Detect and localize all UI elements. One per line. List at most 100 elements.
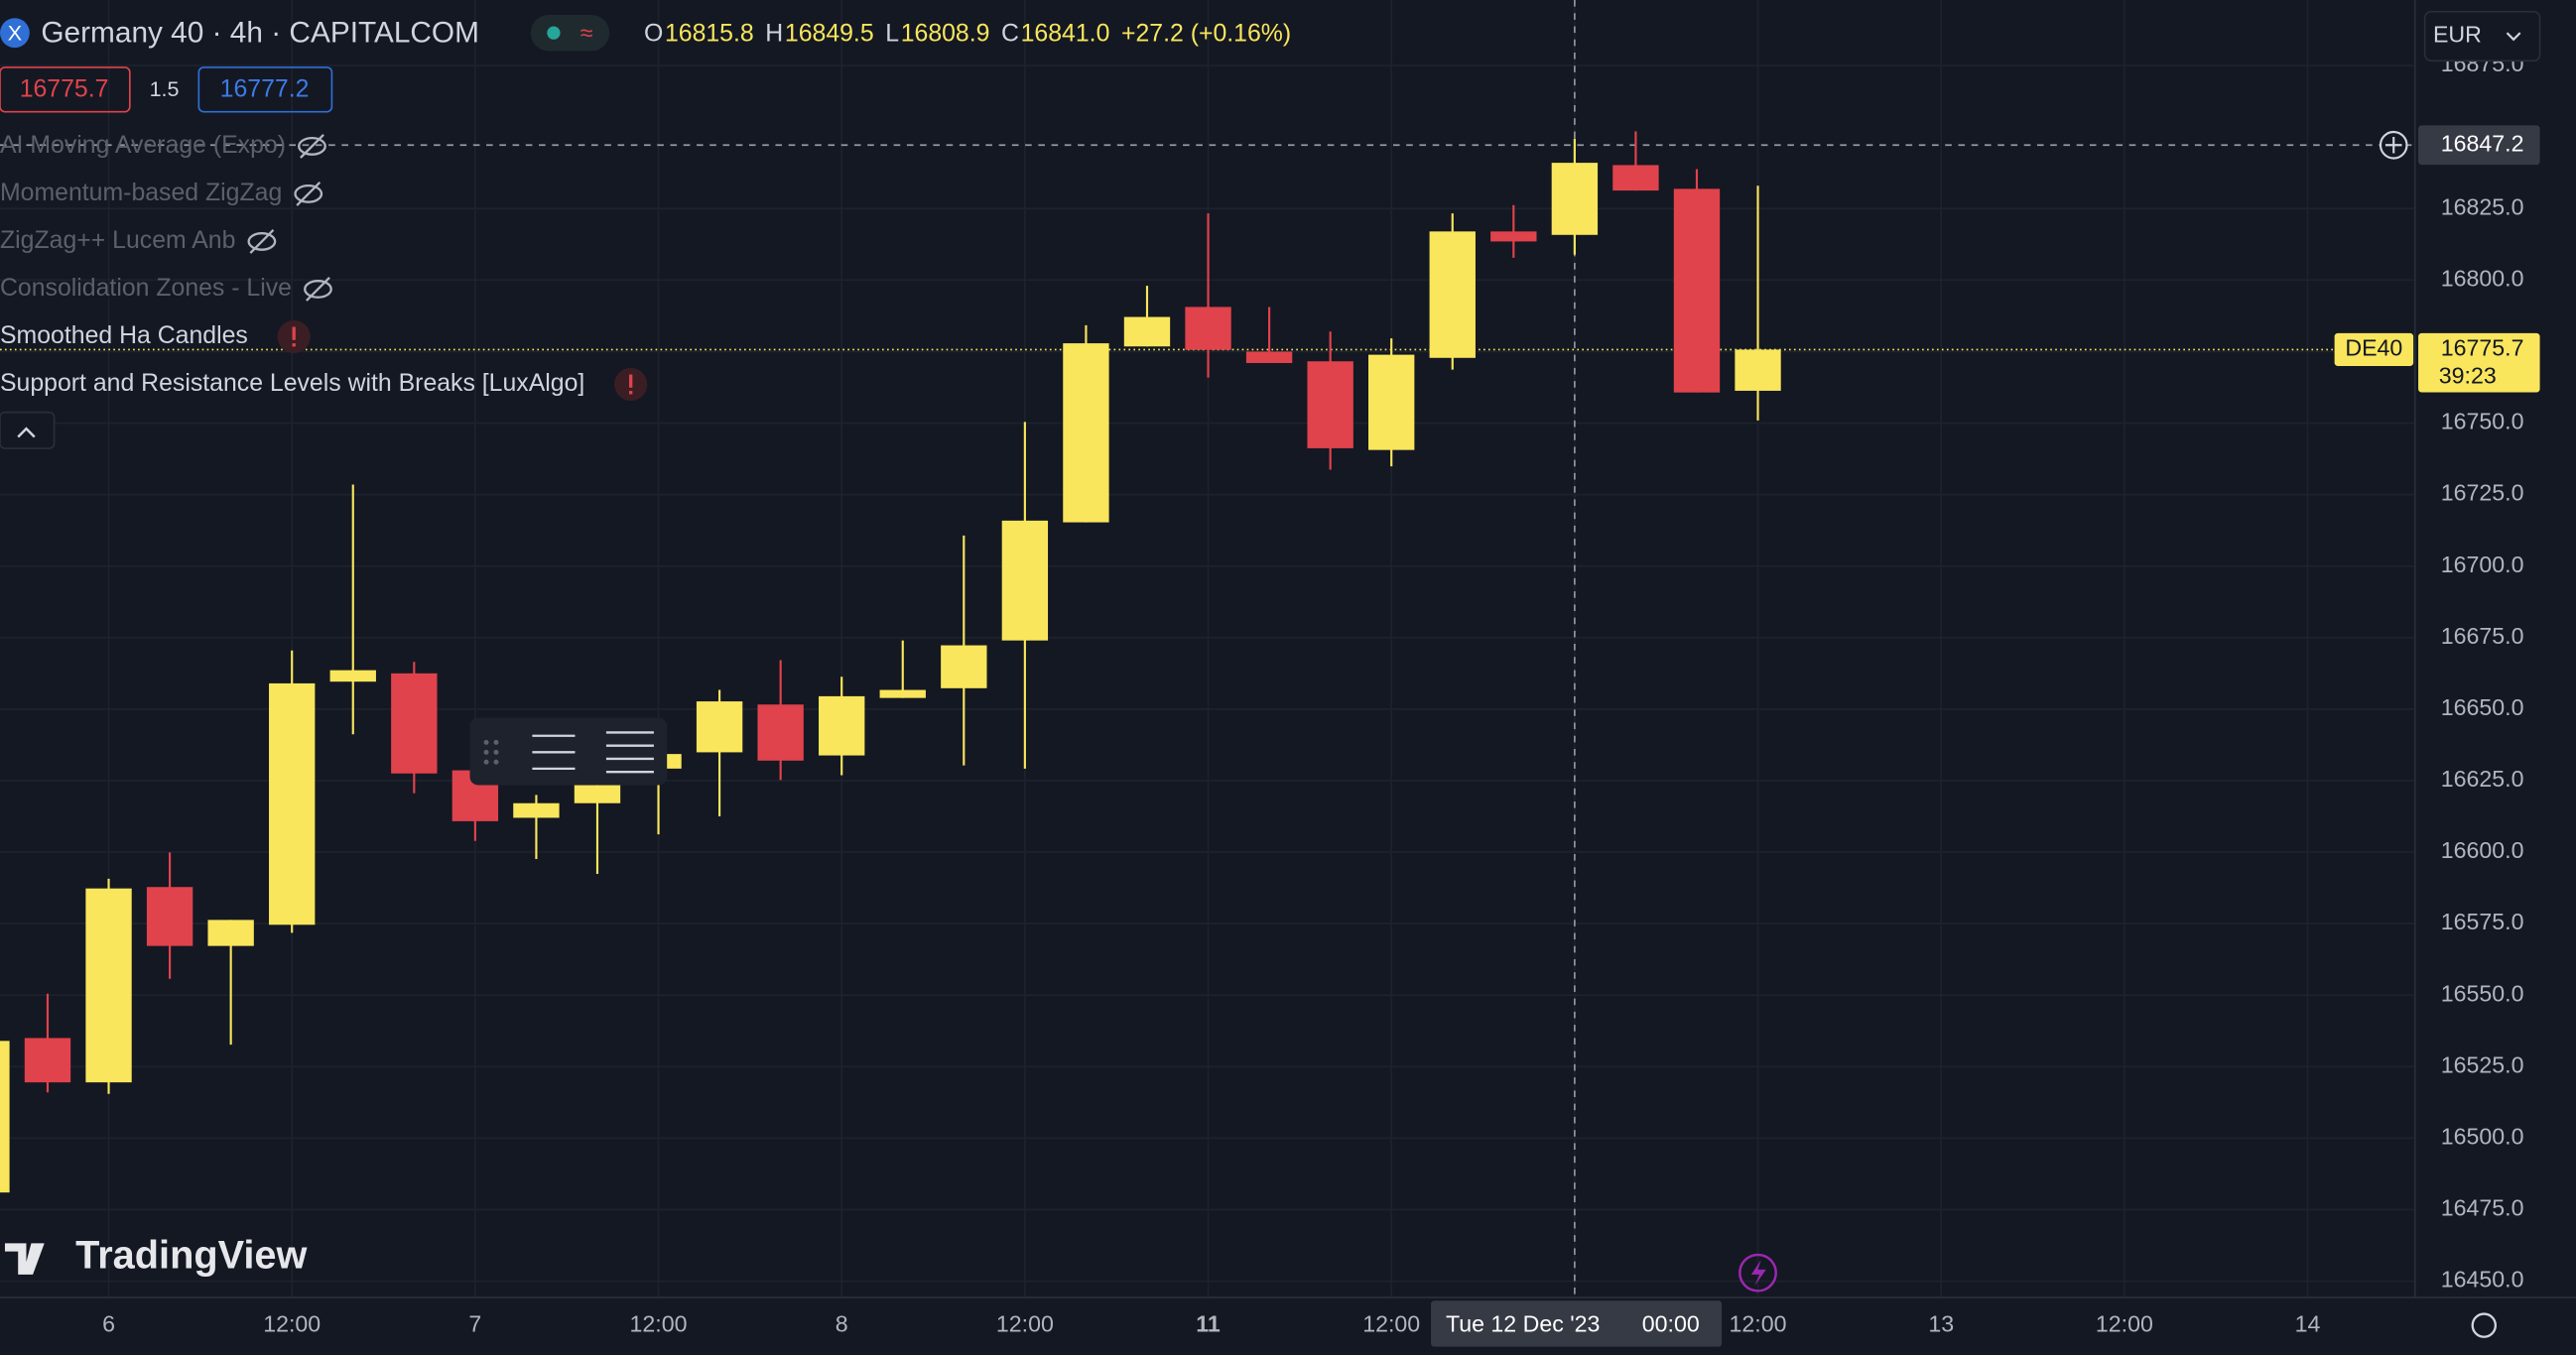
y-tick-label: 16550.0 [2441, 980, 2524, 1006]
crosshair-price-box [2418, 125, 2540, 166]
hidden-icon[interactable] [304, 280, 332, 299]
hidden-icon[interactable] [298, 136, 326, 156]
x-tick-label: 12:00 [2096, 1310, 2153, 1336]
buy-button[interactable] [197, 66, 333, 113]
candle-body [146, 887, 193, 946]
ohlc-value: 16841.0 [1021, 20, 1110, 47]
indicator-name[interactable]: Consolidation Zones - Live [0, 275, 292, 302]
ohlc-key: O [644, 20, 663, 47]
hidden-icon-slash [296, 182, 322, 206]
candle-body [1735, 349, 1781, 391]
x-tick-label: 13 [1928, 1310, 1954, 1336]
candle-body [513, 802, 560, 818]
symbol-title[interactable]: Germany 40 · 4h · CAPITALCOM [41, 17, 479, 50]
ohlc-value: 16849.5 [785, 20, 874, 47]
y-tick-label: 16725.0 [2441, 480, 2524, 506]
candle-body [1185, 307, 1231, 350]
buy-price: 16777.2 [220, 76, 310, 103]
ohlc-key: H [765, 20, 783, 47]
candle-body [1063, 343, 1109, 523]
sell-price: 16775.7 [20, 76, 109, 103]
candle-body [0, 1041, 10, 1193]
hidden-icon-slash [249, 229, 275, 254]
status-pill[interactable] [530, 14, 610, 52]
toolbar-settings-icon[interactable] [532, 734, 576, 771]
candle-body [269, 682, 316, 925]
events-icon[interactable] [1739, 1253, 1777, 1293]
candle-body [24, 1038, 71, 1083]
ohlc: O 16815.8 H 16849.5 L 16808.9 C 16841.0 +27.2 (+… [644, 20, 1291, 47]
hidden-icon-slash [306, 277, 330, 302]
candle-body [941, 645, 987, 688]
candle-body [1612, 165, 1659, 191]
y-tick-label: 16700.0 [2441, 552, 2524, 577]
error-dot [629, 391, 633, 395]
grid: 16450.0 16475.0 16500.0 16525.0 16550.0 16575… [102, 51, 2524, 1337]
ohlc-value: 16815.8 [665, 20, 754, 47]
candle-body [879, 689, 926, 698]
x-tick-label: 12:00 [630, 1310, 688, 1336]
hidden-icon[interactable] [247, 231, 277, 251]
currency-caret [2506, 32, 2521, 42]
y-tick-label: 16450.0 [2441, 1267, 2524, 1293]
ohlc-change: +27.2 (+0.16%) [1121, 20, 1291, 47]
sell-button[interactable] [0, 66, 131, 113]
x-tick-label: 8 [836, 1310, 848, 1336]
indicator-name[interactable]: Smoothed Ha Candles [0, 322, 248, 349]
candle-body [1307, 361, 1353, 448]
last-symbol-box [2334, 332, 2414, 366]
logo-text: TradingView [75, 1234, 307, 1278]
spread: 1.5 [150, 77, 180, 101]
settings-icon[interactable] [2471, 1312, 2498, 1338]
candle-body [1490, 231, 1537, 242]
currency-select[interactable] [2423, 10, 2541, 62]
crosshair-time: 00:00 [1642, 1310, 1700, 1336]
candle-body [1245, 351, 1293, 363]
indicator-name[interactable]: ZigZag++ Lucem Anb [0, 227, 235, 254]
indicator-list: AI Moving Average (Expo) Momentum-based Z… [0, 132, 648, 402]
hidden-icon[interactable] [294, 184, 323, 203]
candle-body [207, 920, 254, 946]
y-tick-label: 16475.0 [2441, 1195, 2524, 1221]
candle-body [391, 673, 438, 774]
y-tick-label: 16800.0 [2441, 265, 2524, 291]
candle-body [1429, 231, 1476, 358]
y-tick-label: 16825.0 [2441, 193, 2524, 219]
symbol-icon [0, 18, 30, 49]
y-tick-label: 16575.0 [2441, 909, 2524, 934]
ohlc-key: L [885, 20, 899, 47]
crosshair-date: Tue 12 Dec '23 [1446, 1310, 1600, 1336]
candle-body [1368, 354, 1415, 450]
y-tick-label: 16650.0 [2441, 694, 2524, 720]
toolbar-list-icon[interactable] [605, 731, 654, 774]
x-tick-label: 6 [102, 1310, 115, 1336]
candle-body [696, 701, 743, 753]
error-mark [292, 326, 296, 340]
candles [0, 131, 1781, 1193]
last-price-box [2418, 332, 2540, 393]
indicator-name[interactable]: AI Moving Average (Expo) [0, 132, 286, 159]
candle-body [574, 785, 621, 803]
candle-body [85, 888, 132, 1083]
ohlc-value: 16808.9 [901, 20, 990, 47]
hidden-icon-slash [300, 134, 324, 159]
indicator-name[interactable]: Support and Resistance Levels with Break… [0, 370, 584, 397]
x-tick-label: 12:00 [1730, 1310, 1787, 1336]
x-tick-label: 7 [468, 1310, 481, 1336]
candle-body [819, 695, 865, 756]
add-level-plus [2384, 136, 2402, 154]
candle-body [1123, 316, 1171, 347]
last-price: 16775.7 [2441, 335, 2524, 361]
indicator-name[interactable]: Momentum-based ZigZag [0, 180, 282, 206]
last-symbol: DE40 [2345, 335, 2402, 361]
currency: EUR [2433, 22, 2482, 48]
x-tick-label: 12:00 [263, 1310, 321, 1336]
x-tick-label: 12:00 [996, 1310, 1054, 1336]
y-tick-label: 16525.0 [2441, 1051, 2524, 1077]
crosshair-time-box [1431, 1300, 1723, 1347]
y-tick-label: 16675.0 [2441, 623, 2524, 649]
candle-body [1551, 163, 1599, 235]
